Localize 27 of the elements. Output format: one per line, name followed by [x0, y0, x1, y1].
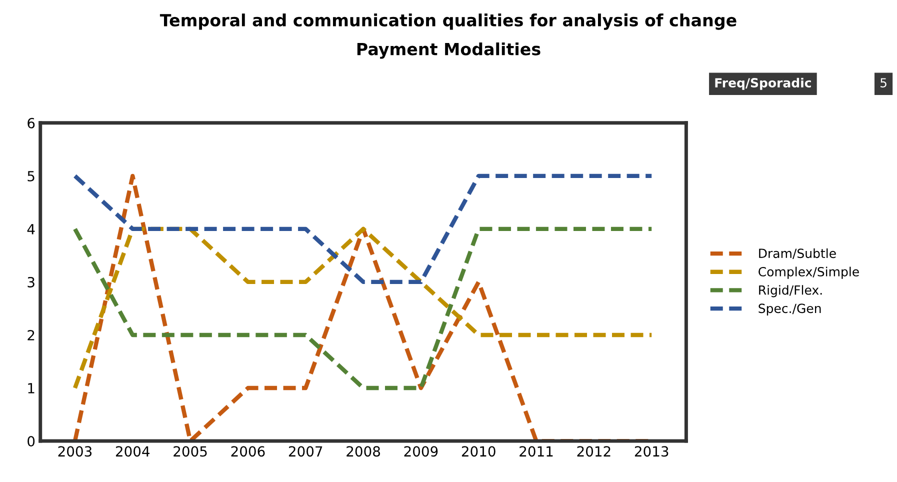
line-series	[72, 226, 654, 390]
y-tick-label: 5	[28, 171, 34, 182]
x-tick-label: 2007	[288, 446, 322, 457]
legend-label: Complex/Simple	[758, 266, 859, 279]
legend-label: Dram/Subtle	[759, 248, 836, 260]
legend-label: Rigid/Flex.	[759, 285, 822, 298]
y-tick-label: 1	[28, 383, 34, 394]
x-tick-label: 2009	[404, 446, 438, 457]
y-tick-label: 4	[27, 224, 35, 234]
y-tick-label: 3	[28, 276, 34, 288]
text: Freq/Sporadic	[715, 78, 811, 90]
y-tick-label: 0	[28, 436, 35, 447]
text: 5	[880, 78, 886, 88]
legend-label: Spec./Gen	[758, 304, 821, 316]
x-tick-label: 2005	[174, 446, 207, 457]
chart-subtitle: Payment Modalities	[357, 42, 540, 59]
x-tick-label: 2010	[462, 446, 496, 457]
y-tick-label: 6	[28, 118, 35, 128]
x-tick-label: 2013	[634, 446, 668, 457]
chart-title: Temporal and communication qualities for analysis of change	[160, 14, 736, 30]
x-tick-label: 2006	[231, 446, 265, 457]
x-tick-label: 2011	[520, 446, 553, 457]
y-tick-label: 2	[28, 330, 34, 340]
x-tick-label: 2012	[577, 446, 610, 457]
x-tick-label: 2003	[58, 446, 92, 457]
x-tick-label: 2004	[116, 446, 150, 457]
x-tick-label: 2008	[346, 446, 380, 457]
